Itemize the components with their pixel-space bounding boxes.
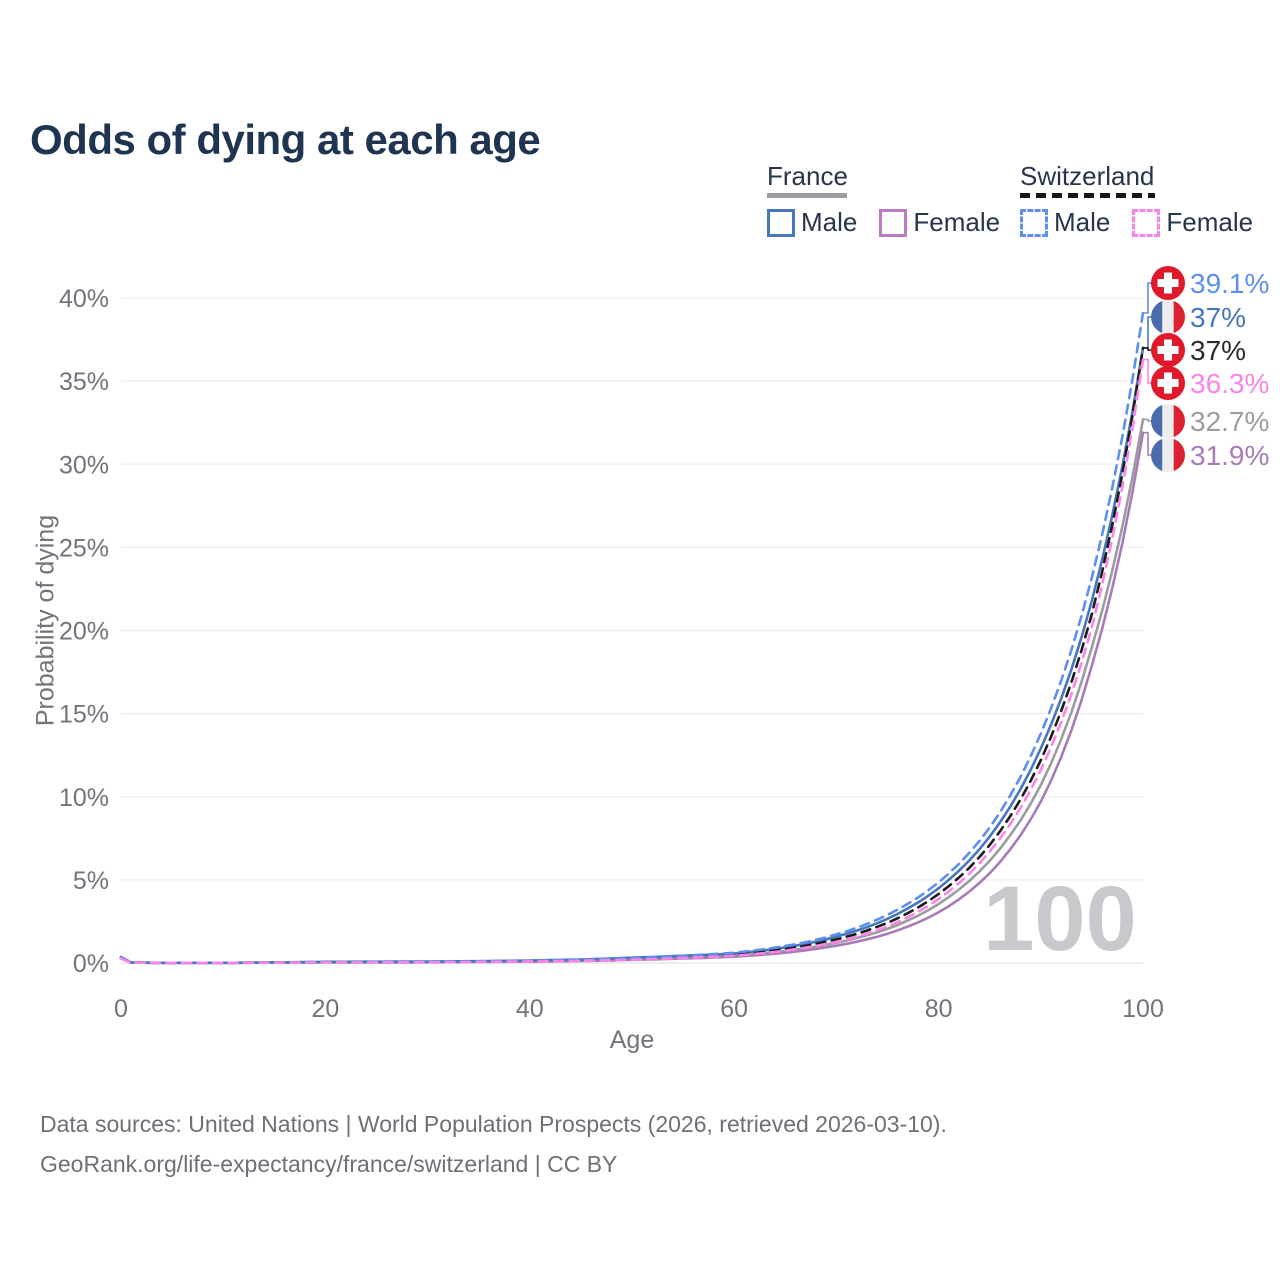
flag-icon-france: [1151, 300, 1185, 334]
end-value-label-france-total: 32.7%: [1190, 406, 1269, 437]
x-tick-label-0: 0: [114, 995, 128, 1023]
y-tick-label-30: 30%: [59, 451, 109, 479]
end-label-leader-switzerland-female: [1143, 358, 1152, 384]
legend-swatch-switzerland-male: [1020, 208, 1048, 237]
legend-label-switzerland-male: Male: [1054, 207, 1111, 237]
legend-linestyle-sample-switzerland: [1020, 193, 1155, 198]
legend-label-switzerland-female: Female: [1166, 207, 1254, 237]
y-tick-label-10: 10%: [59, 784, 109, 812]
x-tick-label-40: 40: [516, 995, 544, 1023]
end-value-label-switzerland-total: 37%: [1190, 335, 1246, 366]
flag-icon-france: [1151, 404, 1185, 438]
end-label-leader-france-total: [1143, 418, 1152, 422]
y-tick-label-15: 15%: [59, 701, 109, 729]
y-tick-label-35: 35%: [59, 368, 109, 396]
x-tick-label-100: 100: [1122, 995, 1164, 1023]
end-label-leader-france-female: [1143, 431, 1152, 456]
flag-icon-switzerland: [1151, 366, 1185, 400]
legend-title-switzerland: Switzerland: [1020, 161, 1155, 191]
x-axis-title: Age: [609, 1026, 655, 1054]
legend-item-france-male[interactable]: Male: [767, 207, 857, 238]
y-axis-title: Probability of dying: [31, 514, 60, 727]
legend-swatch-france-male: [767, 208, 795, 237]
legend-label-france-male: Male: [801, 207, 858, 237]
legend-swatch-france-female: [879, 208, 908, 237]
end-label-leader-france-male: [1143, 316, 1152, 349]
footer-attribution-link: GeoRank.org/life-expectancy/france/switz…: [40, 1151, 618, 1177]
end-value-label-france-male: 37%: [1190, 302, 1246, 333]
x-tick-label-20: 20: [311, 995, 339, 1023]
y-tick-label-0: 0%: [73, 950, 109, 978]
end-value-label-france-female: 31.9%: [1190, 440, 1269, 471]
flag-icon-france: [1151, 438, 1185, 472]
legend-linestyle-sample-france: [767, 193, 847, 198]
legend-label-france-female: Female: [913, 207, 1001, 237]
legend-item-switzerland-male[interactable]: Male: [1020, 207, 1110, 238]
y-tick-label-5: 5%: [73, 867, 109, 895]
chart-title: Odds of dying at each age: [30, 116, 541, 164]
legend-swatch-switzerland-female: [1132, 208, 1161, 237]
flag-icon-switzerland: [1151, 333, 1185, 367]
end-label-leader-switzerland-male: [1143, 282, 1152, 314]
end-value-label-switzerland-female: 36.3%: [1190, 368, 1269, 399]
x-tick-label-60: 60: [720, 995, 748, 1023]
series-line-switzerland-female[interactable]: [119, 358, 1145, 965]
y-tick-label-25: 25%: [59, 534, 109, 562]
legend-group-switzerland: Switzerland Male Female: [1020, 162, 1267, 238]
footer-data-sources: Data sources: United Nations | World Pop…: [40, 1111, 947, 1137]
end-label-leader-switzerland-total: [1143, 347, 1152, 351]
legend-item-switzerland-female[interactable]: Female: [1132, 207, 1253, 238]
legend-item-france-female[interactable]: Female: [879, 207, 1000, 238]
series-line-switzerland-male[interactable]: [119, 311, 1145, 965]
flag-icon-switzerland: [1151, 266, 1185, 300]
x-tick-label-80: 80: [925, 995, 953, 1023]
age-watermark: 100: [983, 868, 1137, 970]
legend-title-france: France: [767, 161, 848, 191]
y-tick-label-20: 20%: [59, 618, 109, 646]
end-value-label-switzerland-male: 39.1%: [1190, 268, 1269, 299]
y-tick-label-40: 40%: [59, 285, 109, 313]
footer: Data sources: United Nations | World Pop…: [40, 1104, 947, 1184]
legend-group-france: France Male Female: [767, 162, 1014, 238]
